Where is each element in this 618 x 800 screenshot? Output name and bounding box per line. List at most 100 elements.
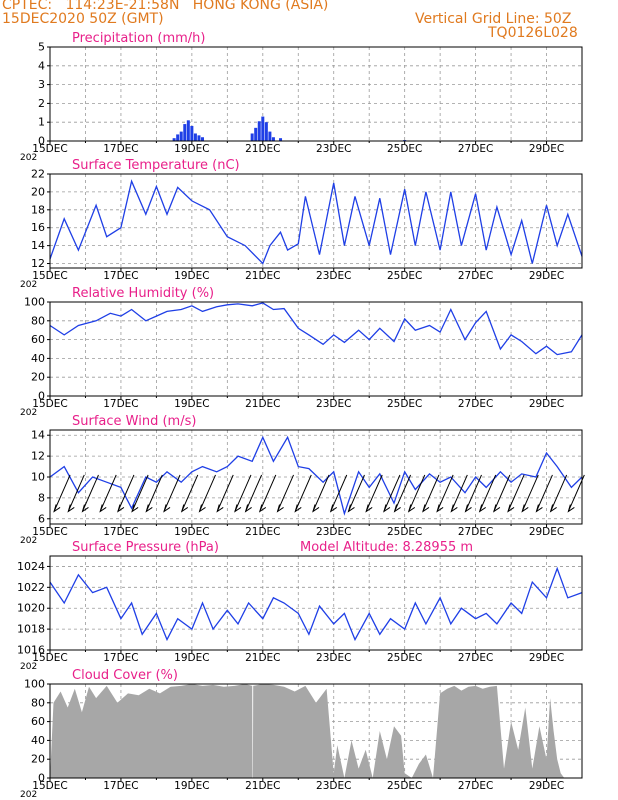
panel-3 [47, 301, 583, 399]
precip-bar [250, 133, 254, 141]
xtick-label: 17DEC [103, 652, 138, 664]
wind-arrow [507, 474, 525, 512]
wind-arrow [131, 474, 149, 512]
xtick-label: 29DEC [529, 143, 564, 155]
wind-arrow [479, 474, 497, 512]
ytick-label: 80 [31, 696, 45, 709]
series-line [49, 566, 583, 642]
xtick-label: 23DEC [316, 652, 351, 664]
xtick-label: 29DEC [529, 398, 564, 410]
precip-bar [257, 121, 261, 141]
wind-arrowhead [258, 504, 267, 513]
header-grid-note: Vertical Grid Line: 50Z [415, 11, 572, 27]
xtick-label: 23DEC [316, 526, 351, 538]
panel-title: Relative Humidity (%) [72, 286, 214, 301]
xtick-label: 25DEC [387, 780, 422, 792]
xtick-label: 23DEC [316, 398, 351, 410]
xtick-label: 21DEC [245, 526, 280, 538]
ytick-label: 3 [38, 78, 45, 91]
wind-arrow [450, 474, 468, 512]
year-stub: 202 [20, 790, 37, 800]
ytick-label: 40 [31, 734, 45, 747]
wind-arrowhead [131, 504, 139, 513]
ytick-label: 1022 [17, 581, 45, 594]
ytick-label: 60 [31, 715, 45, 728]
xtick-label: 23DEC [316, 780, 351, 792]
xtick-label: 19DEC [174, 398, 209, 410]
wind-arrowhead [294, 504, 302, 513]
xtick-label: 21DEC [245, 652, 280, 664]
ytick-label: 1018 [17, 623, 45, 636]
header-date: 15DEC2020 50Z (GMT) [2, 11, 164, 27]
ytick-label: 100 [24, 296, 45, 309]
xtick-label: 25DEC [387, 270, 422, 282]
ytick-label: 60 [31, 333, 45, 346]
xtick-label: 15DEC [32, 270, 67, 282]
ytick-label: 0 [38, 135, 45, 148]
wind-arrowhead [365, 504, 373, 513]
wind-arrowhead [145, 504, 153, 513]
ytick-label: 20 [31, 185, 45, 198]
wind-arrow [82, 474, 99, 512]
precip-bar [186, 120, 190, 141]
wind-arrowhead [234, 504, 242, 513]
year-stub: 202 [20, 536, 37, 546]
precip-bar [197, 135, 201, 141]
precip-bar [190, 125, 194, 141]
xtick-label: 15DEC [32, 780, 67, 792]
panel-subtitle: Model Altitude: 8.28955 m [300, 540, 473, 555]
precip-bar [201, 137, 205, 141]
ytick-label: 0 [38, 390, 45, 403]
wind-arrow [216, 474, 234, 512]
panel-frame [49, 301, 583, 397]
precip-bar [264, 122, 268, 141]
wind-arrowhead [422, 504, 430, 513]
xtick-label: 17DEC [103, 270, 138, 282]
precip-bar [176, 134, 180, 141]
wind-arrowhead [535, 504, 543, 513]
wind-arrow [312, 474, 330, 512]
ytick-label: 20 [31, 371, 45, 384]
ytick-label: 10 [31, 471, 45, 484]
ytick-label: 1016 [17, 644, 45, 657]
year-stub: 202 [20, 408, 37, 418]
wind-arrow [436, 474, 454, 512]
xtick-label: 19DEC [174, 143, 209, 155]
xtick-label: 17DEC [103, 398, 138, 410]
ytick-label: 12 [31, 257, 45, 270]
wind-arrow [535, 474, 553, 512]
wind-arrowhead [81, 504, 89, 513]
header-station: CPTEC: 114:23E-21:58N HONG KONG (ASIA) [2, 0, 329, 13]
ytick-label: 14 [31, 239, 45, 252]
wind-arrowhead [493, 504, 501, 513]
panel-5 [47, 555, 583, 653]
xtick-label: 27DEC [458, 780, 493, 792]
xtick-label: 29DEC [529, 270, 564, 282]
wind-arrowhead [244, 504, 252, 513]
wind-arrowhead [521, 504, 529, 513]
wind-arrow [145, 474, 163, 512]
xtick-label: 17DEC [103, 526, 138, 538]
ytick-label: 22 [31, 168, 45, 181]
xtick-label: 19DEC [174, 652, 209, 664]
ytick-label: 4 [38, 59, 45, 72]
wind-arrowhead [567, 504, 575, 513]
xtick-label: 27DEC [458, 652, 493, 664]
cloud-area [50, 684, 582, 778]
xtick-label: 27DEC [458, 270, 493, 282]
year-stub: 202 [20, 662, 37, 672]
wind-arrow [199, 474, 216, 512]
wind-arrow [394, 474, 412, 512]
wind-arrow [383, 474, 401, 512]
xtick-label: 25DEC [387, 526, 422, 538]
ytick-label: 5 [38, 41, 45, 54]
ytick-label: 2 [38, 97, 45, 110]
wind-arrow [245, 474, 263, 512]
ytick-label: 1020 [17, 602, 45, 615]
wind-arrow [294, 474, 312, 512]
xtick-label: 21DEC [245, 780, 280, 792]
precip-bar [179, 131, 183, 141]
wind-arrowhead [163, 504, 171, 513]
wind-arrow [259, 474, 277, 512]
year-stub: 202 [20, 280, 37, 290]
